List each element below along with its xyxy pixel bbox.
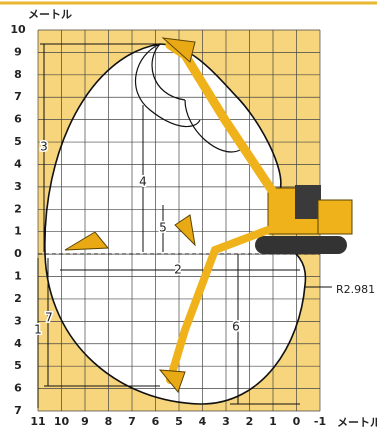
y-label: 3 — [14, 314, 22, 327]
x-label: 4 — [199, 415, 207, 428]
dimension-label: 6 — [232, 320, 240, 334]
y-label: 4 — [14, 337, 22, 350]
y-label: 0 — [14, 247, 22, 260]
x-label: 6 — [152, 415, 160, 428]
x-label: 11 — [30, 415, 45, 428]
y-label: 10 — [10, 23, 26, 36]
x-label: 8 — [105, 415, 113, 428]
reach-envelope — [44, 44, 306, 405]
y-label: 8 — [14, 68, 22, 81]
y-label: 6 — [14, 113, 22, 126]
x-label: 1 — [269, 415, 277, 428]
x-label: 3 — [222, 415, 230, 428]
radius-label: R2.981 — [336, 283, 375, 296]
y-label: 2 — [14, 292, 22, 305]
unit-label: メートル — [337, 416, 377, 429]
dimension-label: 2 — [174, 263, 182, 277]
dimension-label: 1 — [34, 323, 42, 337]
unit-label: メートル — [28, 8, 72, 21]
x-label: 10 — [54, 415, 70, 428]
x-label: 2 — [246, 415, 254, 428]
x-label: 5 — [175, 415, 183, 428]
inner-arcs — [134, 43, 241, 153]
y-label: 7 — [14, 404, 22, 417]
x-label: 7 — [128, 415, 136, 428]
dimension-label: 3 — [40, 140, 48, 154]
y-label: 1 — [14, 225, 22, 238]
y-label: 9 — [14, 45, 22, 58]
dimension-label: 4 — [139, 175, 147, 189]
y-label: 3 — [14, 180, 22, 193]
grid — [37, 29, 321, 412]
dimension-label: 5 — [159, 221, 167, 235]
y-label: 1 — [14, 270, 22, 283]
x-label: 0 — [293, 415, 301, 428]
y-label: 4 — [14, 157, 22, 170]
dimension-label: 7 — [45, 311, 53, 325]
y-label: 7 — [14, 90, 22, 103]
x-label: -1 — [314, 415, 326, 428]
y-label: 5 — [14, 359, 22, 372]
excavator — [64, 37, 353, 394]
x-label: 9 — [81, 415, 89, 428]
y-label: 2 — [14, 202, 22, 215]
y-label: 5 — [14, 135, 22, 148]
y-label: 6 — [14, 382, 22, 395]
